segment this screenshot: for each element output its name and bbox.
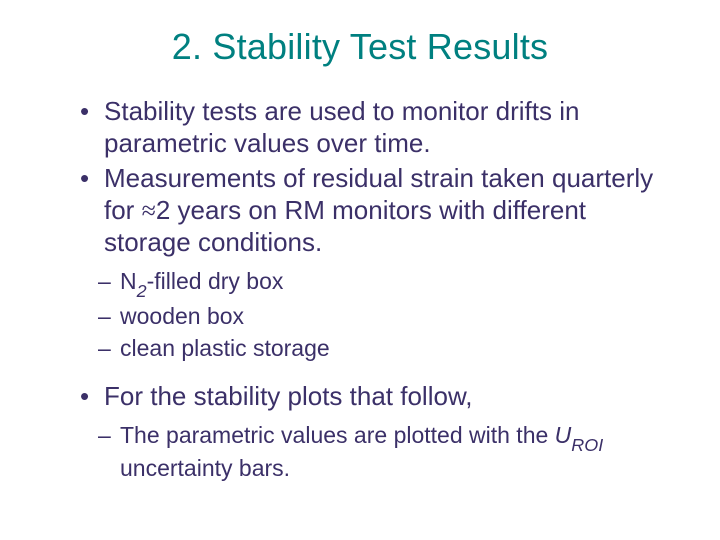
sub-1-post: -filled dry box (147, 268, 284, 294)
slide-title: 2. Stability Test Results (60, 26, 660, 68)
sub-1-pre: N (120, 268, 137, 294)
sub-1: N2-filled dry box (98, 267, 660, 301)
sub-4: The parametric values are plotted with t… (98, 421, 660, 484)
approx-symbol: ≈ (142, 196, 156, 225)
sub-list-2: The parametric values are plotted with t… (60, 421, 660, 484)
bullet-1-text: Stability tests are used to monitor drif… (104, 96, 579, 158)
sub-4-post: uncertainty bars. (120, 455, 290, 481)
sub-2-text: wooden box (120, 303, 244, 329)
sub-1-subscript: 2 (137, 281, 147, 301)
sub-4-roi: ROI (571, 435, 603, 455)
bullet-2: Measurements of residual strain taken qu… (80, 163, 660, 258)
sub-4-u: U (555, 422, 572, 448)
sub-4-pre: The parametric values are plotted with t… (120, 422, 555, 448)
bullet-list-2: For the stability plots that follow, (60, 381, 660, 413)
sub-3-text: clean plastic storage (120, 335, 330, 361)
bullet-list: Stability tests are used to monitor drif… (60, 96, 660, 259)
sub-2: wooden box (98, 302, 660, 331)
bullet-3: For the stability plots that follow, (80, 381, 660, 413)
sub-3: clean plastic storage (98, 334, 660, 363)
bullet-2-post: 2 years on RM monitors with different st… (104, 195, 586, 257)
slide: 2. Stability Test Results Stability test… (0, 0, 720, 540)
bullet-1: Stability tests are used to monitor drif… (80, 96, 660, 159)
sub-list-1: N2-filled dry box wooden box clean plast… (60, 267, 660, 363)
bullet-3-text: For the stability plots that follow, (104, 381, 473, 411)
